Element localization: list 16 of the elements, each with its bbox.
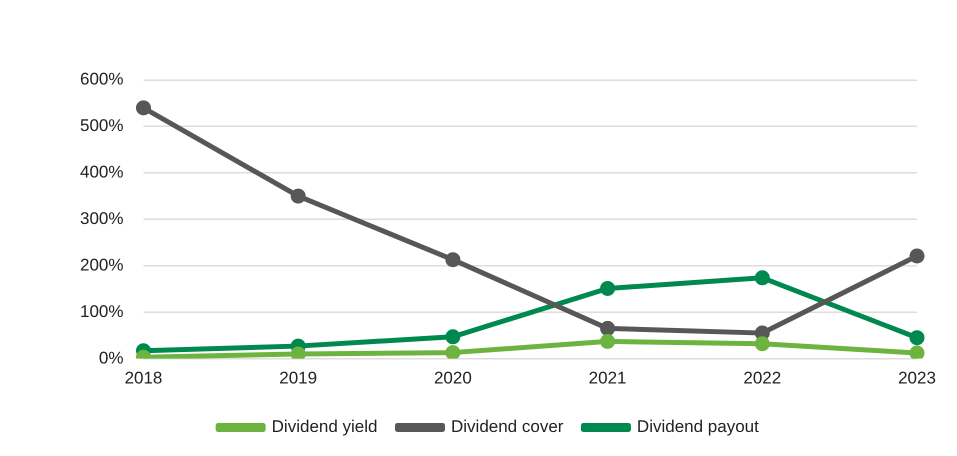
x-tick-label: 2019 [279,368,318,388]
y-tick-label: 100% [80,302,124,321]
y-tick-label: 600% [80,70,124,89]
x-tick-label: 2023 [898,368,936,388]
x-tick-label: 2021 [588,368,627,388]
legend-label: Dividend cover [450,417,564,436]
x-tick-label: 2020 [434,368,472,388]
y-tick-label: 200% [80,255,124,274]
y-tick-label: 400% [80,162,124,182]
y-tick-label: 500% [80,116,124,136]
y-tick-label: 300% [80,208,124,228]
x-tick-label: 2018 [124,368,162,388]
y-tick-label: 0% [98,348,124,368]
legend-label: Dividend yield [272,417,378,436]
legend-label: Dividend payout [636,417,760,436]
x-tick-label: 2022 [743,368,782,388]
